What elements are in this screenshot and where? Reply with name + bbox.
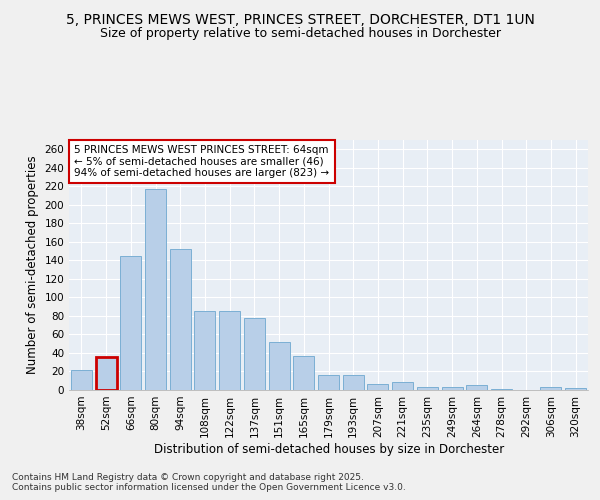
Y-axis label: Number of semi-detached properties: Number of semi-detached properties [26,156,39,374]
Text: Distribution of semi-detached houses by size in Dorchester: Distribution of semi-detached houses by … [154,442,504,456]
Bar [194,312,215,390]
Text: Contains HM Land Registry data © Crown copyright and database right 2025.
Contai: Contains HM Land Registry data © Crown c… [12,472,406,492]
Bar [120,256,141,390]
Bar [244,318,265,390]
Bar [145,189,166,390]
Text: 5, PRINCES MEWS WEST, PRINCES STREET, DORCHESTER, DT1 1UN: 5, PRINCES MEWS WEST, PRINCES STREET, DO… [65,12,535,26]
Bar [417,387,438,390]
Bar [541,387,562,390]
Bar [392,382,413,390]
Bar [442,387,463,390]
Bar [318,375,339,390]
Text: 5 PRINCES MEWS WEST PRINCES STREET: 64sqm
← 5% of semi-detached houses are small: 5 PRINCES MEWS WEST PRINCES STREET: 64sq… [74,145,329,178]
Bar [466,386,487,390]
Bar [491,389,512,390]
Bar [367,384,388,390]
Bar [343,375,364,390]
Bar [219,312,240,390]
Bar [565,388,586,390]
Bar [71,370,92,390]
Bar [269,342,290,390]
Bar [170,250,191,390]
Bar [95,356,116,390]
Text: Size of property relative to semi-detached houses in Dorchester: Size of property relative to semi-detach… [100,28,500,40]
Bar [293,356,314,390]
